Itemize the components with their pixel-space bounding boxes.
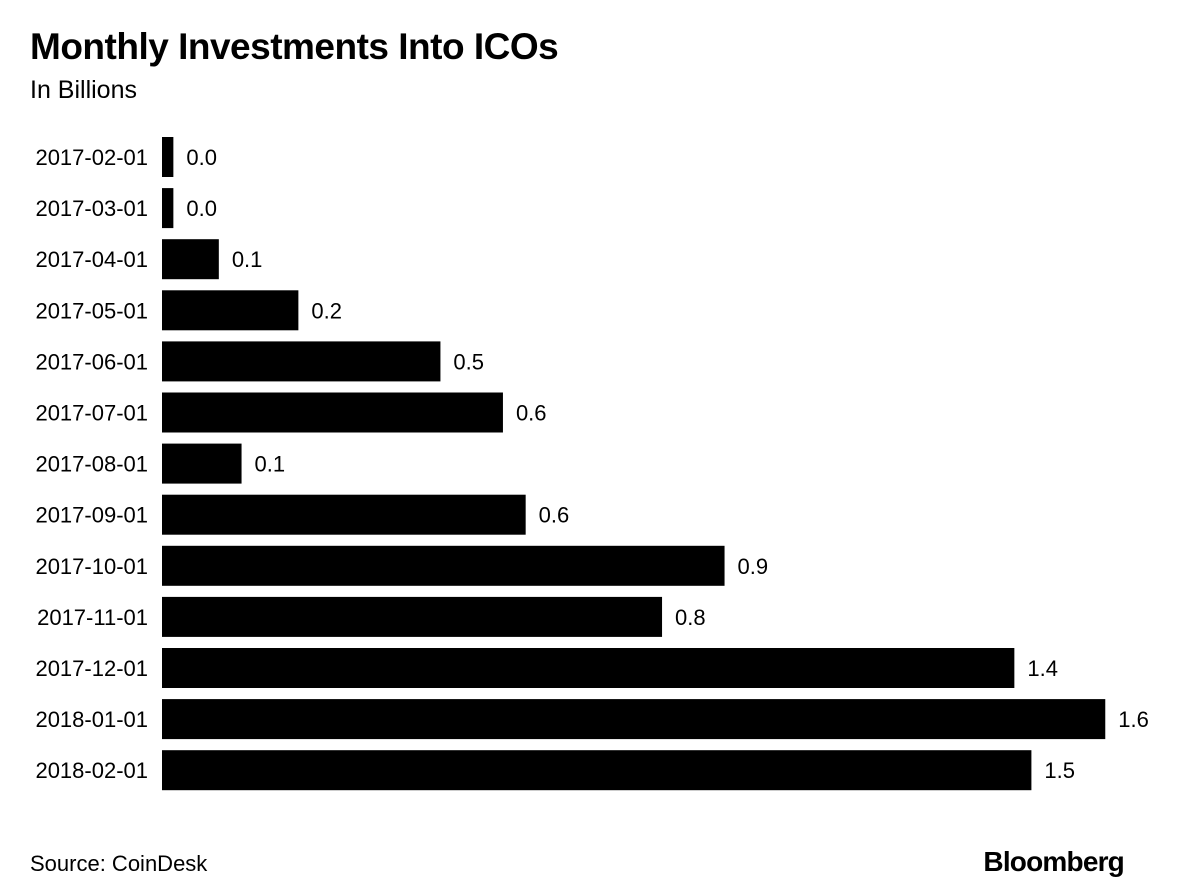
category-label: 2017-12-01	[35, 656, 148, 681]
value-label: 0.1	[232, 247, 263, 272]
value-label: 0.6	[539, 503, 570, 528]
category-label: 2017-07-01	[35, 401, 148, 426]
bar-2017-08-01	[162, 443, 242, 484]
bar-2017-11-01	[162, 596, 663, 637]
value-label: 1.6	[1118, 707, 1149, 732]
value-label: 1.5	[1044, 758, 1075, 783]
category-label: 2017-10-01	[35, 554, 148, 579]
bar-2017-09-01	[162, 494, 526, 535]
category-label: 2018-01-01	[35, 707, 148, 732]
value-label: 0.0	[186, 145, 217, 170]
bar-2018-02-01	[162, 750, 1032, 791]
bloomberg-logo: Bloomberg	[983, 846, 1124, 877]
bar-2017-04-01	[162, 239, 219, 280]
source-note: Source: CoinDesk	[30, 851, 208, 876]
category-label: 2017-11-01	[37, 605, 148, 630]
bar-2017-03-01	[162, 188, 174, 229]
chart-title: Monthly Investments Into ICOs	[30, 26, 559, 67]
category-label: 2017-03-01	[35, 196, 148, 221]
value-label: 0.8	[675, 605, 706, 630]
bar-2018-01-01	[162, 699, 1106, 740]
bar-2017-05-01	[162, 290, 299, 331]
value-label: 1.4	[1027, 656, 1058, 681]
category-label: 2017-05-01	[35, 298, 148, 323]
value-label: 0.2	[311, 298, 342, 323]
category-label: 2017-04-01	[35, 247, 148, 272]
bar-2017-10-01	[162, 545, 725, 586]
bar-2017-02-01	[162, 137, 174, 177]
category-label: 2017-09-01	[35, 503, 148, 528]
category-label: 2017-08-01	[35, 452, 148, 477]
value-label: 0.9	[738, 554, 769, 579]
value-label: 0.0	[186, 196, 217, 221]
bar-2017-12-01	[162, 648, 1015, 688]
category-label: 2017-06-01	[35, 349, 148, 374]
value-label: 0.6	[516, 401, 547, 426]
category-label: 2018-02-01	[35, 758, 148, 783]
value-label: 0.5	[453, 349, 484, 374]
bar-2017-06-01	[162, 341, 441, 382]
bar-2017-07-01	[162, 392, 503, 433]
chart-subtitle: In Billions	[30, 76, 137, 104]
category-label: 2017-02-01	[35, 145, 148, 170]
value-label: 0.1	[255, 452, 286, 477]
